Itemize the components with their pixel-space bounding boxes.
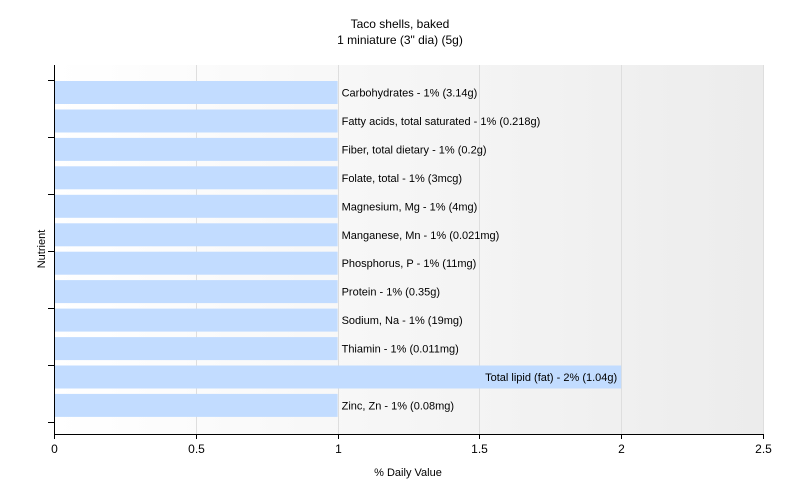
bar	[55, 251, 338, 275]
bar-label: Carbohydrates - 1% (3.14g)	[342, 88, 478, 100]
x-tick-label: 2.5	[755, 442, 772, 456]
bar-label: Fiber, total dietary - 1% (0.2g)	[342, 144, 487, 156]
x-tick-label: 1.5	[471, 442, 488, 456]
x-tick-label: 0	[51, 442, 58, 456]
x-axis-title: % Daily Value	[374, 467, 442, 479]
bar	[55, 166, 338, 190]
bar-label: Sodium, Na - 1% (19mg)	[342, 315, 463, 327]
chart-title: Taco shells, baked	[350, 17, 450, 31]
bar	[55, 280, 338, 304]
bar-label: Total lipid (fat) - 2% (1.04g)	[485, 372, 617, 384]
chart-title-block: Taco shells, baked 1 miniature (3" dia) …	[0, 16, 800, 48]
bar	[55, 223, 338, 247]
y-axis-title: Nutrient	[36, 230, 48, 269]
bar	[55, 393, 338, 417]
bar	[55, 194, 338, 218]
bar-label: Zinc, Zn - 1% (0.08mg)	[342, 400, 454, 412]
bar	[55, 365, 622, 389]
bar-label: Fatty acids, total saturated - 1% (0.218…	[342, 116, 541, 128]
bar-label: Magnesium, Mg - 1% (4mg)	[342, 201, 478, 213]
chart-subtitle: 1 miniature (3" dia) (5g)	[337, 33, 463, 47]
bar-label: Folate, total - 1% (3mcg)	[342, 173, 462, 185]
bar-label: Manganese, Mn - 1% (0.021mg)	[342, 230, 500, 242]
bar-label: Phosphorus, P - 1% (11mg)	[342, 258, 477, 270]
bar	[55, 137, 338, 161]
bar	[55, 81, 338, 104]
bar-label: Protein - 1% (0.35g)	[342, 287, 440, 299]
x-tick-label: 2	[618, 442, 625, 456]
bar	[55, 337, 338, 361]
x-tick-label: 0.5	[188, 442, 205, 456]
bar	[55, 308, 338, 332]
x-tick-label: 1	[335, 442, 342, 456]
bar	[55, 109, 338, 133]
bar-label: Thiamin - 1% (0.011mg)	[342, 344, 459, 356]
